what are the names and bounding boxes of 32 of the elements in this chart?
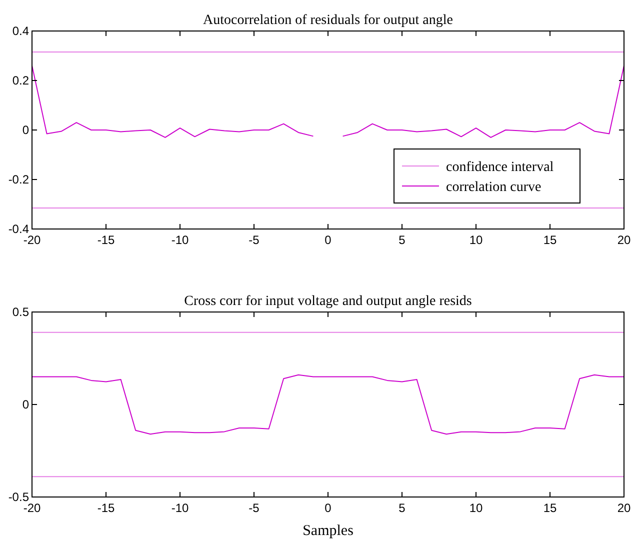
chart-title: Cross corr for input voltage and output angle resids <box>184 294 472 309</box>
line-series <box>32 374 624 435</box>
y-tick-label: 0 <box>22 123 30 137</box>
x-tick-label: 0 <box>324 501 332 515</box>
y-tick-label: 0.4 <box>12 24 30 38</box>
x-tick-label: 10 <box>469 501 483 515</box>
y-tick-label: -0.2 <box>8 172 30 186</box>
x-tick-label: -15 <box>97 233 115 247</box>
x-axis-title: Samples <box>302 523 354 539</box>
x-tick-label: 15 <box>543 501 557 515</box>
x-tick-label: 15 <box>543 233 557 247</box>
x-tick-label: 5 <box>398 501 406 515</box>
legend-label: correlation curve <box>446 180 542 195</box>
x-tick-label: 5 <box>398 233 406 247</box>
x-tick-label: 0 <box>324 233 332 247</box>
y-tick-label: 0.5 <box>12 305 30 319</box>
x-tick-label: -20 <box>23 233 41 247</box>
x-tick-label: 20 <box>617 501 631 515</box>
legend-label: confidence interval <box>446 160 554 175</box>
y-tick-label: 0 <box>22 398 30 412</box>
x-tick-label: -15 <box>97 501 115 515</box>
chart-title: Autocorrelation of residuals for output angle <box>203 13 453 28</box>
x-tick-label: 20 <box>617 233 631 247</box>
x-tick-label: -10 <box>171 501 189 515</box>
y-tick-label: 0.2 <box>12 74 30 88</box>
y-tick-label: -0.4 <box>8 222 30 236</box>
x-tick-label: -5 <box>248 233 260 247</box>
x-tick-label: -5 <box>248 501 260 515</box>
y-tick-label: -0.5 <box>8 490 30 504</box>
x-tick-label: -20 <box>23 501 41 515</box>
x-tick-label: -10 <box>171 233 189 247</box>
x-tick-label: 10 <box>469 233 483 247</box>
